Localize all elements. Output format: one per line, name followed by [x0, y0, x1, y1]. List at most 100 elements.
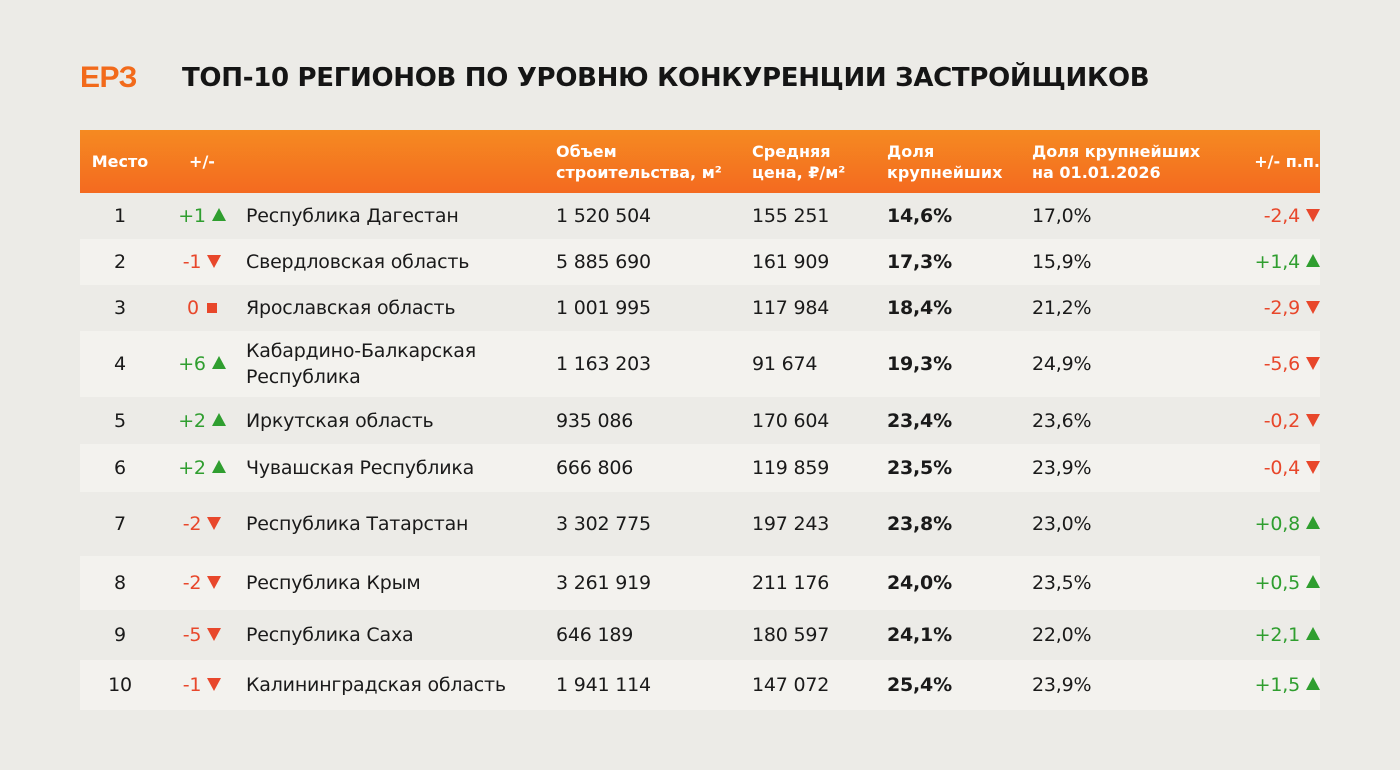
cell-prev-share-text: 23,6%: [1032, 409, 1092, 432]
cell-pp-text: +1,5: [1254, 674, 1301, 696]
cell-volume: 1 163 203: [556, 353, 752, 375]
cell-share: 14,6%: [887, 205, 1032, 227]
cell-place: 7: [80, 513, 160, 535]
cell-price-text: 117 984: [752, 297, 830, 319]
table-row: 7 -2 Республика Татарстан 3 302 775 197 243 2…: [80, 492, 1320, 556]
cell-region: Иркутская область: [244, 408, 556, 434]
cell-pp-text: -0,2: [1263, 409, 1300, 432]
cell-price-text: 147 072: [752, 674, 830, 696]
cell-region: Ярославская область: [244, 295, 556, 321]
cell-region-text: Иркутская область: [246, 409, 434, 432]
cell-change-text: +2: [178, 409, 206, 432]
arrow-up-icon: [1306, 677, 1320, 690]
cell-pp-text: -0,4: [1263, 457, 1300, 479]
cell-prev-share: 15,9%: [1032, 251, 1232, 273]
cell-region-text: Республика Саха: [246, 624, 414, 646]
cell-prev-share-text: 23,5%: [1032, 572, 1092, 594]
cell-place-text: 5: [114, 409, 126, 432]
header-share: Доля крупнейших: [887, 141, 1003, 182]
cell-volume: 1 941 114: [556, 674, 752, 696]
table-header: Место +/- Объем строительства, м² Средня…: [80, 130, 1320, 193]
cell-region: Республика Крым: [244, 570, 556, 596]
cell-place: 4: [80, 353, 160, 375]
cell-share: 19,3%: [887, 353, 1032, 375]
cell-change-text: +1: [178, 205, 206, 227]
cell-region: Республика Саха: [244, 622, 556, 648]
cell-prev-share: 23,5%: [1032, 572, 1232, 594]
cell-pp-text: +2,1: [1254, 624, 1301, 646]
header-pp: +/- п.п.: [1254, 152, 1320, 171]
cell-place: 1: [80, 205, 160, 227]
cell-share: 17,3%: [887, 251, 1032, 273]
table-row: 4 +6 Кабардино-Балкарская Республика 1 163 …: [80, 331, 1320, 397]
cell-volume-text: 1 001 995: [556, 297, 651, 319]
table-row: 8 -2 Республика Крым 3 261 919 211 176 24,0% 2…: [80, 556, 1320, 610]
cell-share-text: 18,4%: [887, 297, 952, 319]
table-row: 1 +1 Республика Дагестан 1 520 504 155 251 14…: [80, 193, 1320, 239]
cell-price-text: 91 674: [752, 353, 818, 375]
cell-prev-share: 23,0%: [1032, 513, 1232, 535]
cell-pp-text: +1,4: [1254, 251, 1301, 273]
cell-region: Кабардино-Балкарская Республика: [244, 338, 556, 390]
cell-change: +2: [160, 410, 244, 432]
arrow-down-icon: [1306, 413, 1320, 427]
cell-volume-text: 1 163 203: [556, 353, 651, 375]
cell-place: 10: [80, 674, 160, 696]
arrow-down-icon: [1306, 461, 1320, 474]
arrow-down-icon: [207, 628, 222, 641]
cell-pp: -5,6: [1232, 353, 1320, 375]
cell-price: 211 176: [752, 572, 887, 594]
cell-region-text: Кабардино-Балкарская Республика: [246, 340, 476, 388]
cell-share-text: 24,0%: [887, 572, 952, 594]
cell-pp: +2,1: [1232, 624, 1320, 646]
cell-share-text: 24,1%: [887, 624, 952, 646]
cell-region: Республика Татарстан: [244, 511, 556, 537]
cell-region-text: Республика Дагестан: [246, 205, 459, 227]
cell-prev-share-text: 23,9%: [1032, 457, 1092, 479]
header-volume: Объем строительства, м²: [556, 141, 722, 182]
cell-region-text: Свердловская область: [246, 251, 470, 273]
cell-prev-share: 23,9%: [1032, 457, 1232, 479]
arrow-up-icon: [211, 208, 226, 221]
cell-share: 23,4%: [887, 410, 1032, 432]
cell-price: 161 909: [752, 251, 887, 273]
cell-share-text: 23,8%: [887, 513, 952, 535]
table-row: 10 -1 Калининградская область 1 941 114 147 …: [80, 660, 1320, 710]
arrow-up-icon: [1306, 575, 1320, 588]
cell-volume-text: 5 885 690: [556, 251, 651, 273]
cell-pp: +0,5: [1232, 572, 1320, 594]
cell-prev-share-text: 17,0%: [1032, 205, 1092, 227]
arrow-down-icon: [207, 678, 222, 691]
cell-volume-text: 935 086: [556, 409, 634, 432]
arrow-up-icon: [1306, 254, 1320, 267]
cell-place-text: 9: [114, 624, 126, 646]
cell-prev-share-text: 23,9%: [1032, 674, 1092, 696]
cell-region: Калининградская область: [244, 672, 556, 698]
cell-prev-share-text: 21,2%: [1032, 297, 1092, 319]
arrow-down-icon: [1306, 301, 1320, 314]
cell-change: -1: [160, 674, 244, 696]
cell-volume-text: 3 261 919: [556, 572, 651, 594]
cell-price-text: 170 604: [752, 409, 830, 432]
cell-prev-share: 23,6%: [1032, 410, 1232, 432]
arrow-up-icon: [211, 356, 226, 369]
cell-pp-text: +0,5: [1254, 572, 1301, 594]
cell-share-text: 14,6%: [887, 205, 952, 227]
cell-share-text: 19,3%: [887, 353, 952, 375]
cell-place-text: 8: [114, 572, 126, 594]
cell-volume-text: 3 302 775: [556, 513, 651, 535]
cell-volume: 935 086: [556, 410, 752, 432]
cell-volume: 3 302 775: [556, 513, 752, 535]
cell-place-text: 10: [108, 674, 132, 696]
cell-pp: +1,5: [1232, 674, 1320, 696]
cell-volume: 5 885 690: [556, 251, 752, 273]
cell-change-text: +2: [178, 457, 206, 479]
cell-share-text: 25,4%: [887, 674, 952, 696]
arrow-up-icon: [211, 460, 226, 473]
cell-share: 18,4%: [887, 297, 1032, 319]
cell-share-text: 23,4%: [887, 409, 952, 432]
cell-pp: -2,4: [1232, 205, 1320, 227]
cell-place-text: 1: [114, 205, 126, 227]
arrow-down-icon: [207, 517, 222, 530]
arrow-up-icon: [1306, 516, 1320, 529]
